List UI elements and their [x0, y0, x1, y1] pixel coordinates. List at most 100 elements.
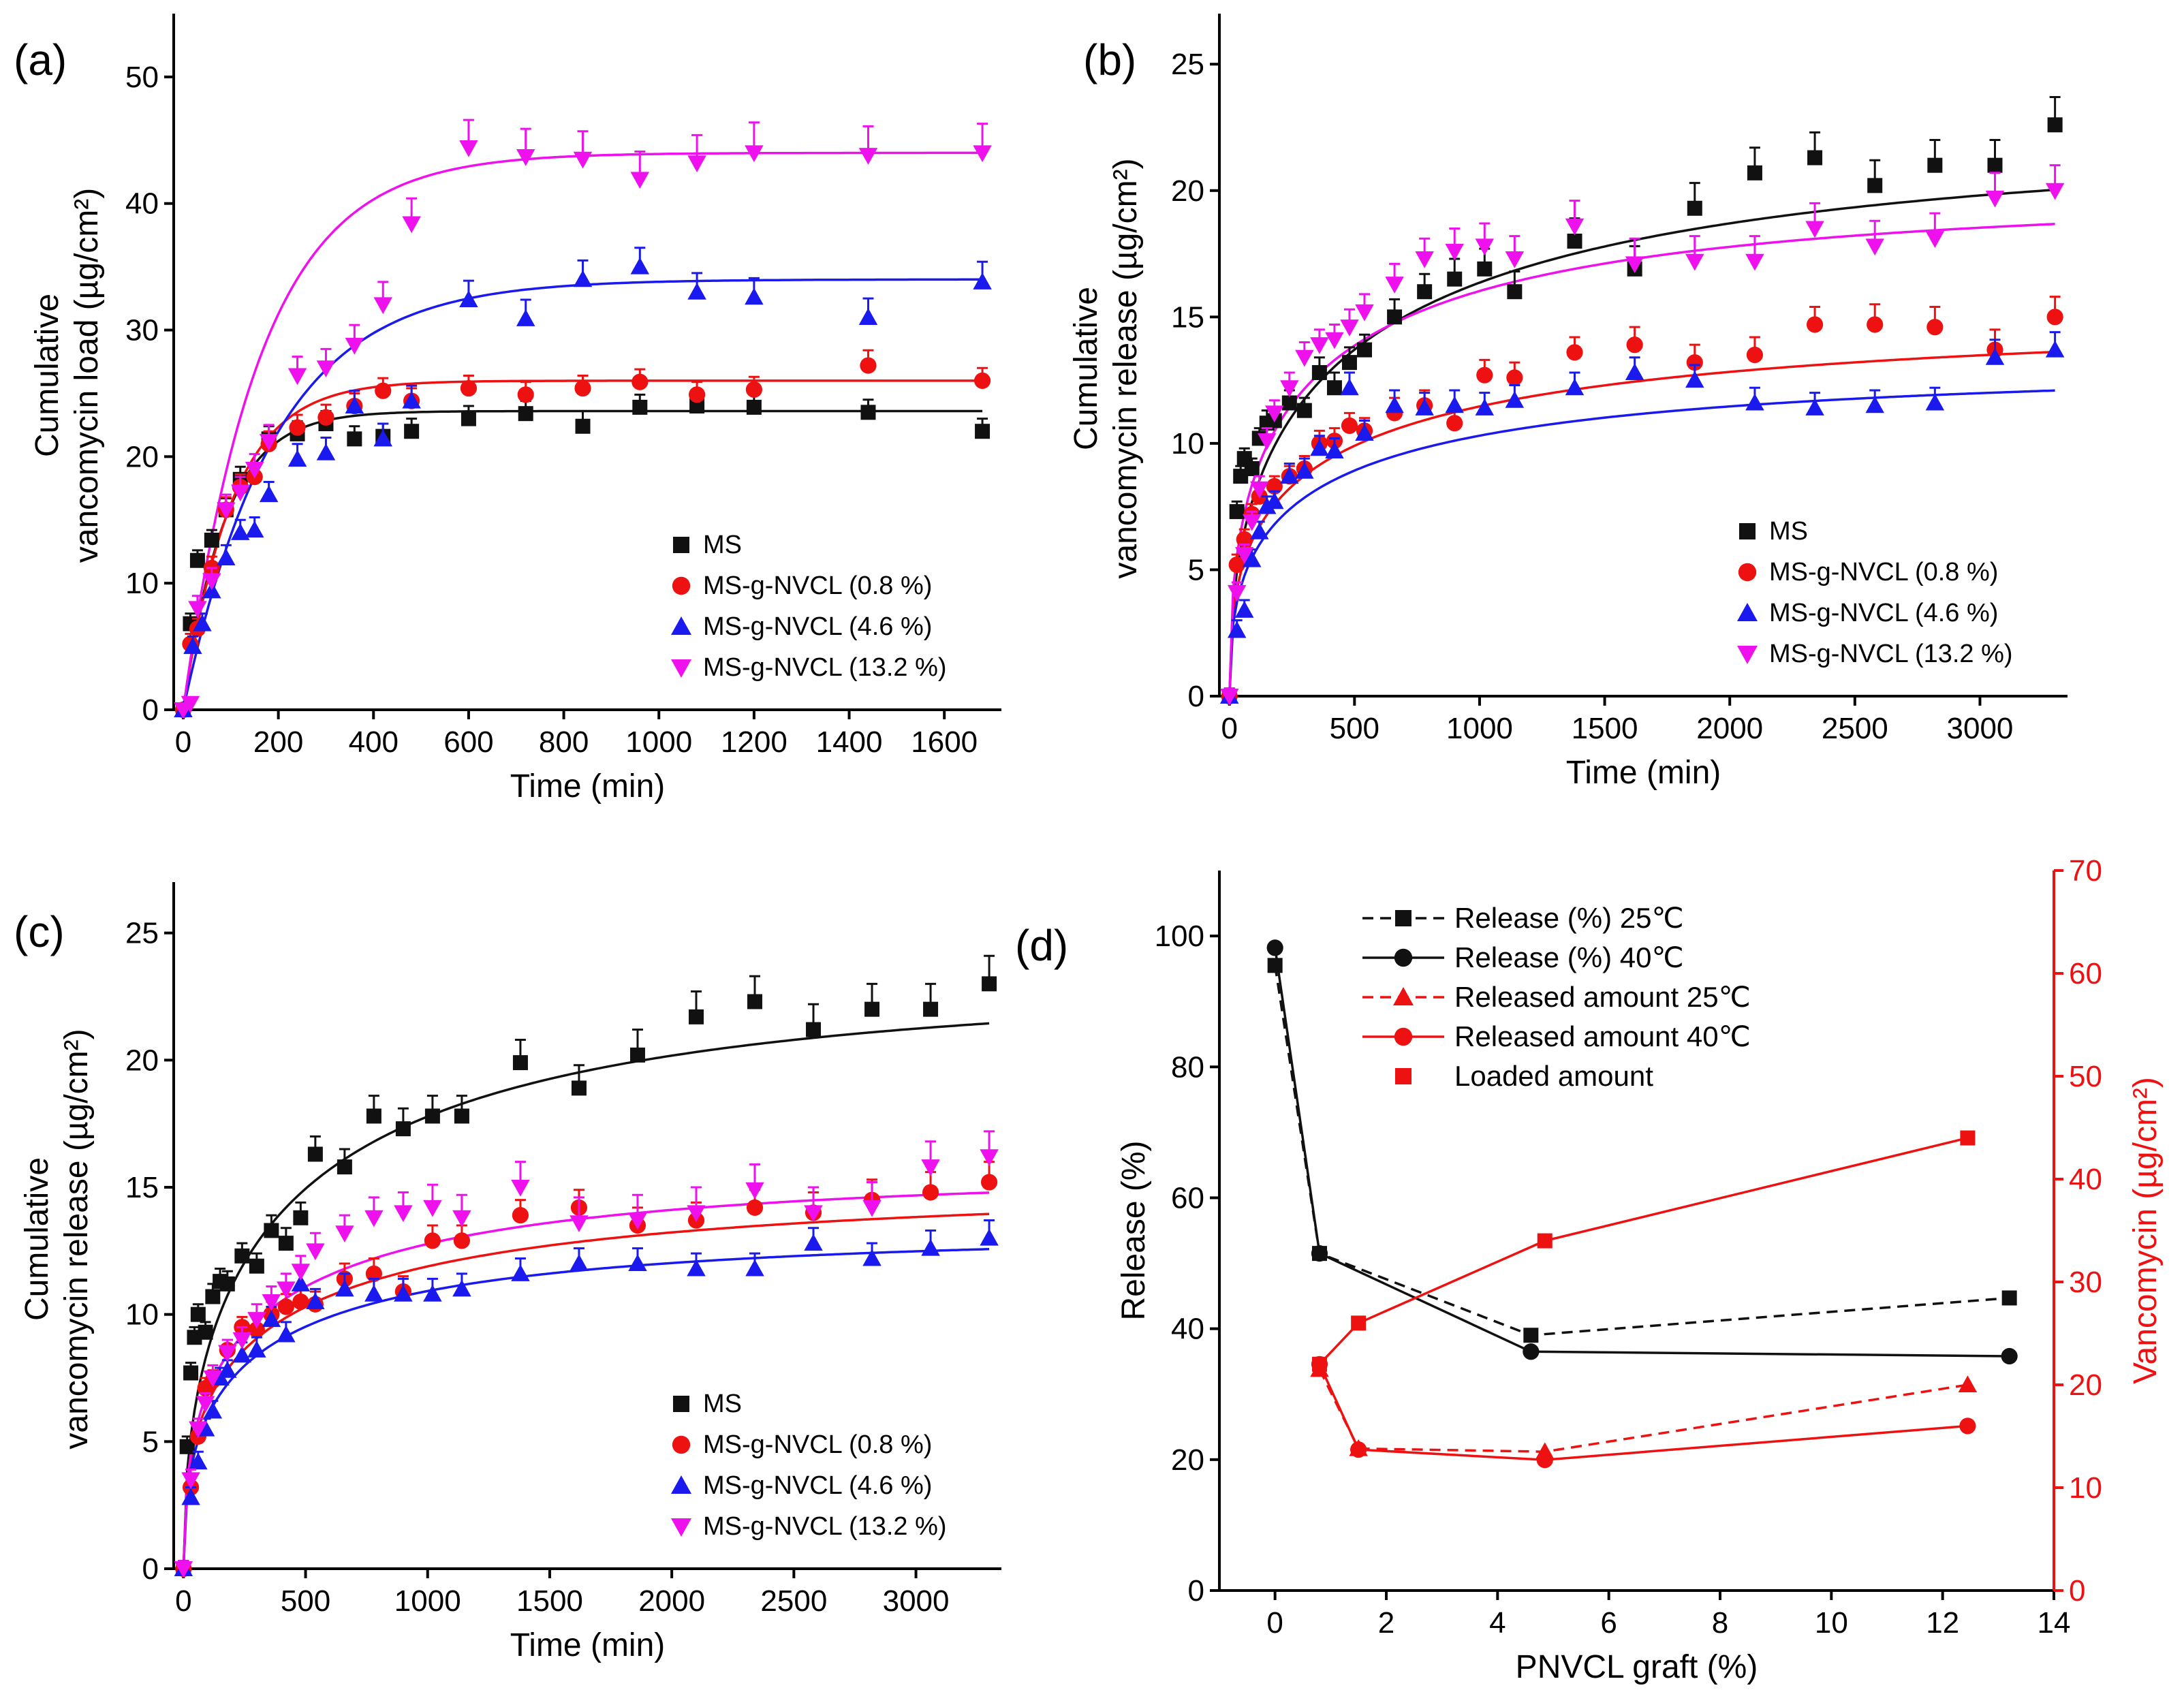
data-point — [980, 1174, 998, 1191]
data-point — [632, 399, 648, 415]
data-point — [245, 520, 264, 538]
data-point — [1805, 221, 1824, 238]
data-point — [806, 1022, 822, 1037]
data-point — [316, 360, 336, 378]
x-tick-label: 1000 — [1446, 712, 1513, 745]
data-point — [460, 379, 478, 397]
data-point — [516, 148, 535, 166]
y-tick-label: 15 — [1171, 300, 1204, 334]
data-point — [1865, 238, 1884, 256]
data-point — [259, 485, 279, 503]
x-tick-label: 14 — [2038, 1606, 2071, 1640]
y-tick-label: 20 — [1171, 174, 1204, 208]
data-point — [2001, 1347, 2018, 1365]
data-point — [921, 1159, 940, 1176]
data-point — [629, 1047, 645, 1063]
data-point — [259, 434, 279, 451]
data-point — [461, 411, 476, 426]
data-point — [1805, 398, 1824, 416]
legend-entry: MS-g-NVCL (0.8 %) — [703, 571, 932, 600]
data-point — [2045, 340, 2065, 358]
y-axis-title-line1: Cumulative — [19, 1157, 55, 1321]
data-point — [570, 1254, 589, 1271]
y-tick-label: 25 — [125, 917, 159, 950]
data-point — [1265, 492, 1284, 510]
data-point — [394, 1285, 413, 1302]
data-point — [511, 1180, 530, 1197]
data-point — [573, 151, 593, 169]
legend-entry: Release (%) 40℃ — [1454, 941, 1684, 973]
legend-marker — [673, 1396, 689, 1412]
data-point — [1927, 157, 1943, 173]
data-point — [292, 1293, 309, 1311]
legend-marker — [1393, 987, 1414, 1005]
data-point — [2001, 1290, 2017, 1306]
data-point — [975, 424, 990, 439]
y-tick-label: 20 — [125, 440, 159, 473]
series-line — [1273, 965, 2010, 1336]
x-tick-label: 2000 — [638, 1584, 705, 1618]
x-tick-label: 2000 — [1696, 712, 1763, 745]
data-point — [183, 637, 202, 655]
data-point — [858, 308, 878, 325]
data-point — [1445, 243, 1464, 261]
x-tick-label: 1600 — [911, 725, 978, 759]
data-point — [1312, 1356, 1327, 1372]
legend-entry: MS — [703, 531, 742, 559]
legend-marker — [671, 1518, 691, 1537]
data-point — [1281, 395, 1297, 411]
data-point — [1350, 1441, 1367, 1458]
data-point — [1250, 522, 1269, 539]
panel-d: 0 2 4 6 8 10 12 14020406080100010203040506070PN… — [1015, 854, 2164, 1685]
data-point — [189, 552, 205, 568]
data-point — [980, 1228, 999, 1246]
data-point — [306, 1292, 325, 1309]
data-point — [1476, 366, 1493, 383]
x-tick-label: 10 — [1815, 1606, 1848, 1640]
data-point — [630, 172, 650, 189]
x-axis-title: Time (min) — [510, 768, 666, 804]
data-point — [1341, 355, 1357, 371]
data-point — [1565, 378, 1585, 396]
fit-curve — [182, 278, 983, 710]
legend-entry: MS — [1769, 517, 1808, 546]
x-tick-label: 2 — [1378, 1606, 1394, 1640]
data-point — [512, 1206, 529, 1224]
data-point — [1242, 514, 1262, 531]
right-y-tick-label: 40 — [2069, 1163, 2102, 1196]
data-point — [277, 1298, 294, 1315]
data-point — [264, 1223, 279, 1238]
data-point — [1325, 441, 1344, 459]
x-tick-label: 400 — [349, 725, 399, 759]
legend-entry: MS — [703, 1390, 742, 1418]
x-tick-label: 1400 — [816, 725, 883, 759]
data-point — [1925, 231, 1945, 249]
data-point — [1385, 396, 1404, 413]
data-point — [1505, 251, 1525, 268]
left-y-tick-label: 80 — [1171, 1050, 1204, 1084]
data-point — [202, 573, 221, 591]
legend-entry: MS-g-NVCL (0.8 %) — [1769, 558, 1998, 586]
data-point — [335, 1279, 354, 1297]
fit-curve — [1228, 188, 2055, 697]
data-point — [347, 431, 362, 447]
legend-entry: Released amount 40℃ — [1454, 1020, 1751, 1052]
right-y-tick-label: 50 — [2069, 1060, 2102, 1093]
data-point — [1265, 405, 1284, 423]
data-point — [1311, 1245, 1328, 1262]
data-point — [1280, 380, 1299, 397]
data-point — [291, 1274, 311, 1291]
data-point — [1310, 439, 1329, 456]
data-point — [1355, 304, 1374, 322]
y-tick-label: 5 — [142, 1425, 159, 1458]
x-tick-label: 4 — [1489, 1606, 1506, 1640]
data-point — [316, 443, 336, 460]
y-tick-label: 20 — [125, 1044, 159, 1077]
series-line — [1318, 1368, 1968, 1453]
data-point — [864, 1001, 880, 1017]
fit-curve — [1228, 389, 2055, 697]
right-y-axis-title: Vancomycin (µg/cm²) — [2127, 1077, 2164, 1384]
legend-entry: MS-g-NVCL (13.2 %) — [1769, 640, 2013, 668]
data-point — [1415, 398, 1434, 416]
x-tick-label: 3000 — [883, 1584, 950, 1618]
